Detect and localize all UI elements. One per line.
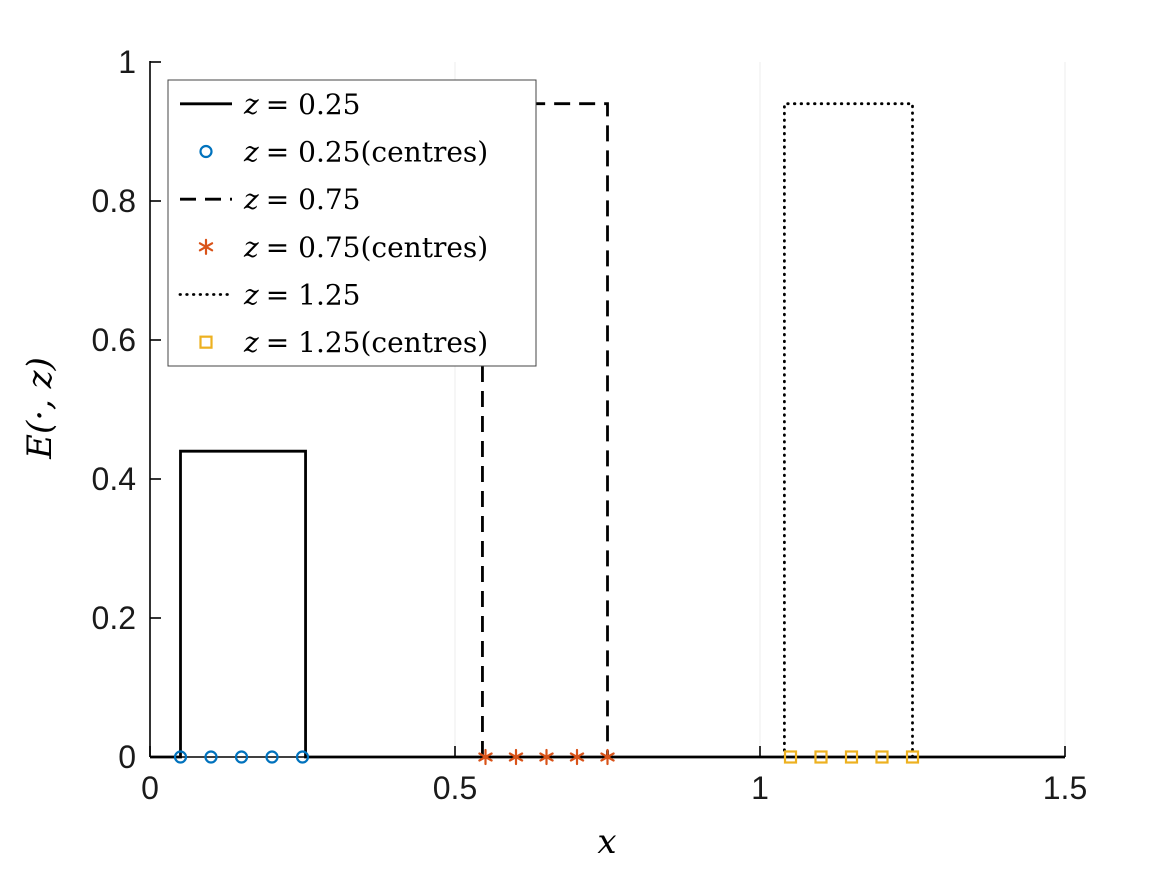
series-5-z=1.25-centres-marker-square: [783, 750, 798, 764]
legend-sample-circle-marker: [199, 144, 213, 159]
y-tick-label-0.4: 0.4: [92, 461, 136, 497]
legend-label-note: (centres): [360, 231, 488, 264]
legend-label-var: z: [243, 183, 259, 216]
legend-label-var: z: [243, 136, 259, 169]
x-tick-label-0.5: 0.5: [433, 770, 477, 806]
series-3-z=0.75-centres-marker-asterisk: [569, 748, 585, 766]
legend-label-note: (centres): [360, 136, 488, 169]
legend-label-eq: = 0.75: [266, 183, 361, 216]
y-tick-label-0: 0: [118, 739, 136, 775]
x-tick-label-1: 1: [751, 770, 769, 806]
series-3-z=0.75-centres-marker-asterisk: [508, 748, 524, 766]
legend-item-5: z = 1.25(centres): [243, 326, 488, 359]
legend-label-eq: = 1.25: [266, 279, 361, 312]
x-tick-label-1.5: 1.5: [1043, 770, 1087, 806]
legend-item-2: z = 0.75: [180, 183, 360, 216]
series-3-z=0.75-centres-marker-asterisk: [539, 748, 554, 766]
legend-label-5: z = 1.25(centres): [243, 326, 488, 359]
series-1-z=0.25-centres-marker-circle: [173, 750, 188, 764]
legend-label-note: (centres): [360, 326, 488, 359]
series-5-z=1.25-centres-marker-square: [905, 750, 920, 764]
legend-label-eq: = 0.25: [266, 88, 361, 121]
legend-label-eq: = 1.25: [266, 326, 361, 359]
legend-item-3: z = 0.75(centres): [243, 231, 488, 264]
x-axis-label: x: [597, 822, 617, 862]
legend-label-var: z: [243, 279, 259, 312]
x-tick-label-0: 0: [141, 770, 159, 806]
y-tick-label-0.6: 0.6: [92, 322, 136, 358]
legend-label-0: z = 0.25: [243, 88, 360, 121]
series-5-z=1.25-centres-marker-square: [875, 750, 889, 764]
legend-box: [167, 79, 537, 367]
legend-label-eq: = 0.75: [266, 231, 361, 264]
y-tick-label-1: 1: [118, 44, 136, 80]
legend-sample-asterisk-marker: [198, 238, 214, 255]
series-5-z=1.25-centres-marker-square: [844, 750, 859, 764]
legend-item-1: z = 0.25(centres): [243, 136, 488, 169]
series-3-z=0.75-centres-marker-asterisk: [478, 748, 493, 766]
series-1-z=0.25-centres-marker-circle: [265, 750, 279, 764]
legend-item-0: z = 0.25: [180, 88, 360, 121]
legend-sample-square-marker: [199, 335, 213, 349]
legend-label-3: z = 0.75(centres): [243, 231, 488, 264]
y-tick-label-0.8: 0.8: [92, 183, 136, 219]
legend-label-var: z: [243, 231, 259, 264]
series-4-z=1.25-line: [783, 102, 914, 759]
series-5-z=1.25-centres-marker-square: [814, 750, 828, 764]
y-axis-label: E(·, z): [20, 357, 60, 459]
legend-label-var: z: [243, 326, 259, 359]
legend-item-4: z = 1.25: [178, 279, 360, 312]
legend-label-var: z: [243, 88, 259, 121]
legend-label-2: z = 0.75: [243, 183, 360, 216]
y-tick-label-0.2: 0.2: [92, 600, 136, 636]
series-1-z=0.25-centres-marker-circle: [204, 750, 218, 764]
series-1-z=0.25-centres-marker-circle: [234, 750, 249, 764]
legend-label-4: z = 1.25: [243, 279, 360, 312]
legend-label-eq: = 0.25: [266, 136, 361, 169]
legend-label-1: z = 0.25(centres): [243, 136, 488, 169]
series-1-z=0.25-centres-marker-circle: [295, 750, 310, 764]
series-2-z=0.75-line: [481, 102, 609, 757]
series-3-z=0.75-centres-marker-asterisk: [600, 748, 615, 766]
